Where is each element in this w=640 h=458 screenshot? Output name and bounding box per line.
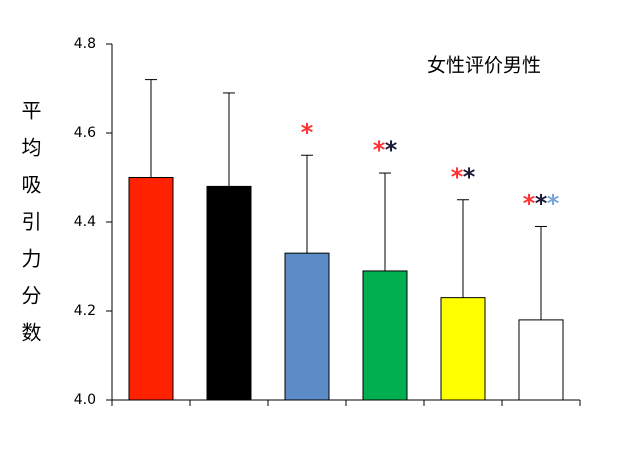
y-tick-label: 4.8: [74, 36, 96, 52]
significance-star: *: [385, 136, 398, 164]
significance-star: *: [373, 136, 386, 164]
significance-star: *: [301, 118, 314, 146]
y-axis-label: 平均吸引力分数: [18, 100, 42, 359]
bar: [128, 177, 174, 401]
significance-star: *: [523, 189, 536, 217]
bar: [518, 319, 564, 401]
bar: [440, 297, 486, 401]
significance-star: *: [547, 189, 560, 217]
bar: [206, 185, 252, 401]
y-tick-label: 4.6: [74, 125, 96, 141]
y-tick-label: 4.2: [74, 303, 96, 319]
y-tick-label: 4.4: [74, 214, 96, 230]
y-tick-label: 4.0: [74, 392, 96, 408]
bar: [284, 252, 330, 401]
significance-star: *: [451, 163, 464, 191]
significance-star: *: [535, 189, 548, 217]
bar: [362, 270, 408, 401]
annotation: 女性评价男性: [427, 55, 541, 77]
significance-star: *: [463, 163, 476, 191]
